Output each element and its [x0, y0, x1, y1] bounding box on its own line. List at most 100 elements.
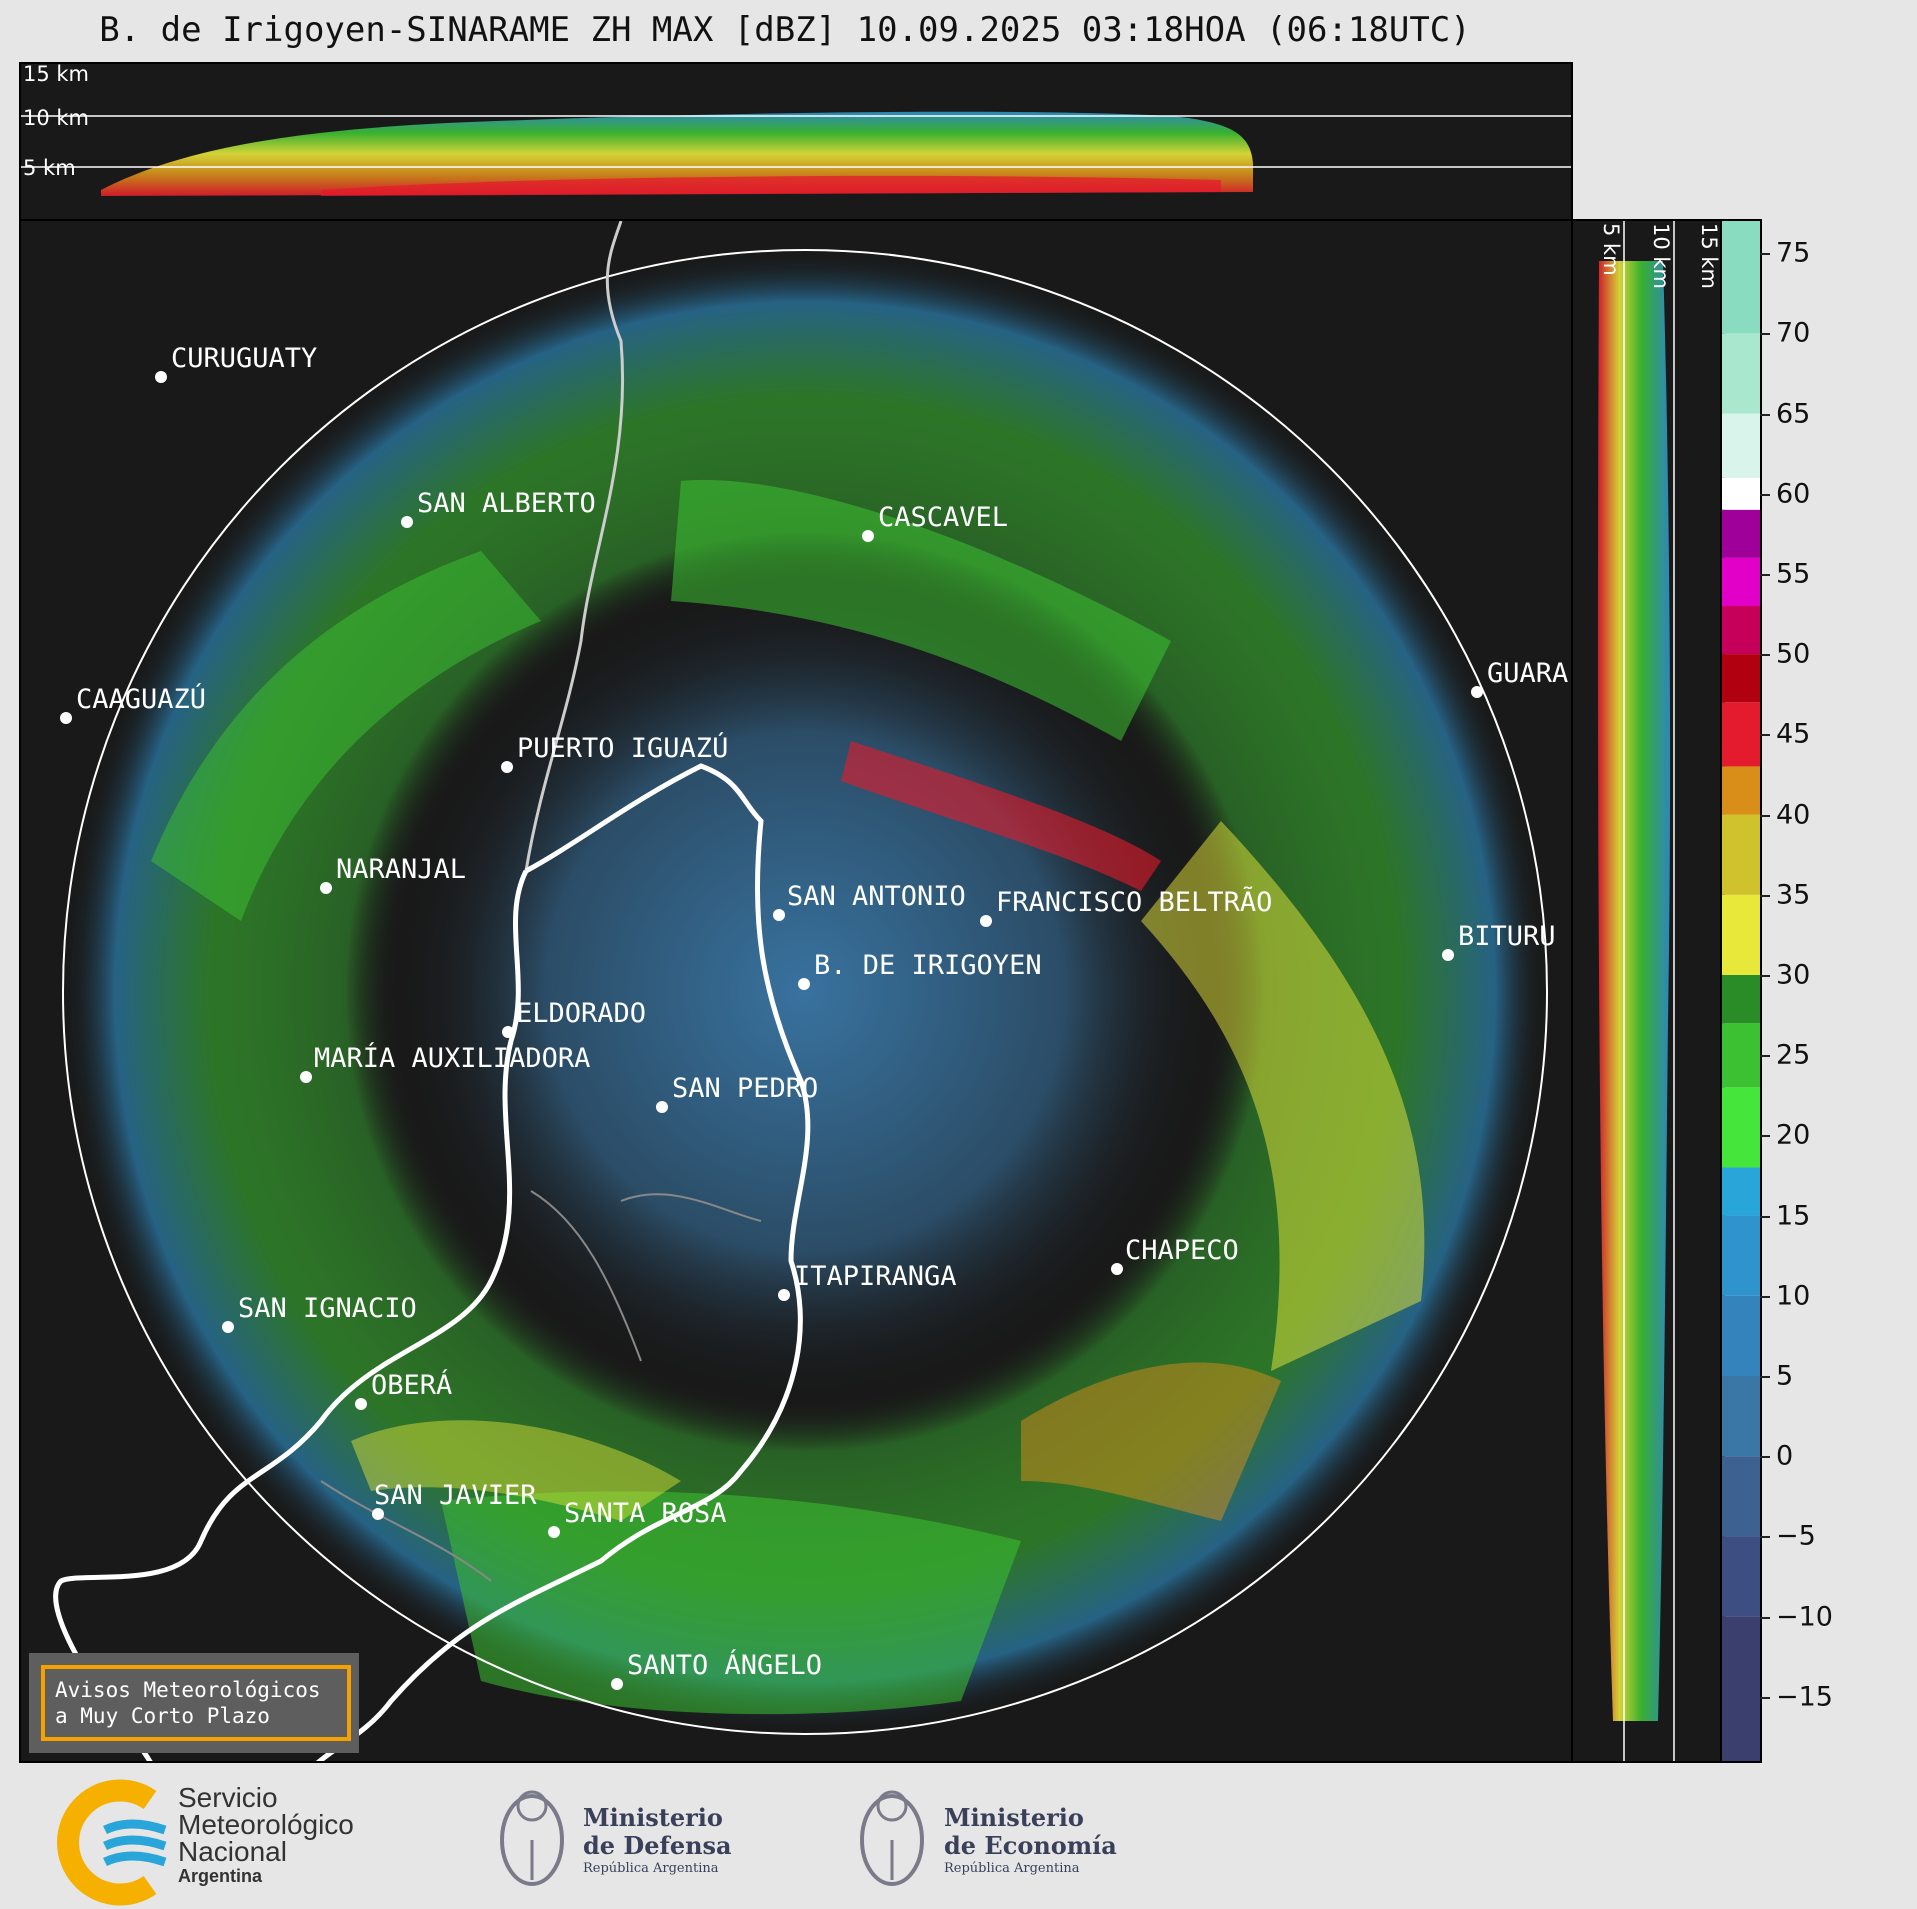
colorbar-tick — [1760, 1135, 1770, 1138]
city-marker-maria-auxiliadora — [300, 1071, 312, 1083]
colorbar-tick — [1760, 894, 1770, 897]
city-marker-obera — [355, 1398, 367, 1410]
colorbar-segment — [1722, 974, 1760, 1024]
side-profile-svg — [1597, 221, 1675, 1761]
defensa-logo-line1: Ministerio — [583, 1803, 723, 1832]
colorbar-segment — [1722, 1087, 1760, 1168]
economia-logo-line2: de Economía — [944, 1831, 1117, 1860]
city-marker-eldorado — [502, 1026, 514, 1038]
colorbar-segment — [1722, 1456, 1760, 1537]
smn-logo-icon — [57, 1779, 167, 1906]
colorbar-tick-label: 5 — [1776, 1360, 1794, 1392]
range-ring — [62, 249, 1548, 1735]
city-label-san-javier: SAN JAVIER — [374, 1480, 537, 1511]
colorbar-segment — [1722, 766, 1760, 815]
side-height-profile: 5 km 10 km 15 km — [1571, 219, 1725, 1763]
side-profile-echo — [1597, 261, 1671, 1721]
colorbar-tick-label: 25 — [1776, 1039, 1811, 1071]
city-label-chapeco: CHAPECO — [1125, 1235, 1239, 1266]
city-label-santa-rosa: SANTA ROSA — [564, 1498, 727, 1529]
colorbar-tick-label: 50 — [1776, 638, 1811, 670]
city-label-francisco-beltrao: FRANCISCO BELTRÃO — [996, 886, 1272, 918]
top-profile-core — [321, 175, 1221, 196]
echo-band-core-north — [841, 741, 1161, 891]
radar-map: CURUGUATY SAN ALBERTO CASCAVEL CAAGUAZÚ GUAR… — [19, 219, 1573, 1763]
colorbar-tick — [1760, 1376, 1770, 1378]
city-marker-cascavel — [862, 530, 874, 542]
top-profile-svg — [21, 111, 1571, 196]
city-marker-san-pedro — [656, 1101, 668, 1113]
economia-logo-line1: Ministerio — [944, 1803, 1084, 1832]
city-label-santo-angelo: SANTO ÁNGELO — [627, 1649, 822, 1681]
radar-map-svg: CURUGUATY SAN ALBERTO CASCAVEL CAAGUAZÚ GUAR… — [53, 221, 1568, 1761]
colorbar-tick-label: 65 — [1776, 398, 1811, 429]
colorbar-tick-label: 35 — [1776, 879, 1811, 911]
colorbar-tick — [1760, 493, 1770, 496]
colorbar-tick — [1760, 1055, 1770, 1058]
echo-band-east — [1141, 821, 1425, 1371]
echo-band-southwest — [351, 1420, 681, 1521]
colorbar-tick-label: 70 — [1776, 317, 1811, 349]
province-lines — [320, 1190, 762, 1582]
colorbar-segment — [1722, 1616, 1760, 1761]
colorbar-tick-label: 15 — [1776, 1200, 1811, 1232]
city-marker-santo-angelo — [611, 1678, 623, 1690]
colorbar-tick-label: 60 — [1776, 478, 1811, 510]
smn-logo-line3: Nacional — [178, 1836, 287, 1867]
colorbar-tick-label: 40 — [1776, 799, 1811, 831]
colorbar-tick-label: −5 — [1776, 1520, 1816, 1552]
city-label-san-alberto: SAN ALBERTO — [417, 488, 596, 519]
city-marker-puerto-iguazu — [501, 761, 513, 773]
colorbar-tick-label: 10 — [1776, 1280, 1811, 1312]
city-label-caaguazu: CAAGUAZÚ — [76, 683, 206, 715]
colorbar-segment — [1722, 509, 1760, 558]
colorbar-segment — [1722, 1167, 1760, 1216]
logos-footer: Servicio Meteorológico Nacional Argentin… — [0, 1760, 1917, 1909]
defensa-logo-line3: República Argentina — [583, 1861, 719, 1876]
colorbar-svg — [1722, 221, 1760, 1761]
city-label-b-de-irigoyen: B. DE IRIGOYEN — [814, 950, 1042, 981]
colorbar-tick-label: 20 — [1776, 1119, 1811, 1151]
colorbar-tick-label: 55 — [1776, 558, 1811, 590]
city-label-obera: OBERÁ — [371, 1369, 452, 1401]
city-marker-francisco-beltrao — [980, 915, 992, 927]
colorbar-tick-label: 75 — [1776, 237, 1811, 269]
colorbar-segment — [1722, 1536, 1760, 1617]
border-paraguay-brazil — [524, 221, 625, 872]
city-label-san-ignacio: SAN IGNACIO — [238, 1293, 417, 1324]
top-height-label-15km: 15 km — [23, 62, 90, 86]
colorbar-tick — [1760, 1536, 1770, 1539]
logos-graphics — [57, 1779, 924, 1906]
map-title: B. de Irigoyen-SINARAME ZH MAX [dBZ] 10.… — [99, 10, 1471, 50]
warning-notice-line1: Avisos Meteorológicos — [55, 1678, 321, 1702]
colorbar-segment — [1722, 1215, 1760, 1296]
city-label-san-pedro: SAN PEDRO — [672, 1073, 818, 1104]
colorbar-tick — [1760, 814, 1770, 817]
colorbar-segment — [1722, 654, 1760, 703]
echo-band-south — [441, 1491, 1021, 1715]
smn-logo-line2: Meteorológico — [178, 1809, 354, 1840]
colorbar-segment — [1722, 606, 1760, 655]
colorbar-tick — [1760, 734, 1770, 737]
top-profile-echo — [101, 111, 1253, 196]
colorbar-tick — [1760, 1616, 1770, 1619]
city-label-maria-auxiliadora: MARÍA AUXILIADORA — [314, 1042, 590, 1074]
colorbar-tick — [1760, 573, 1770, 576]
city-label-cascavel: CASCAVEL — [878, 502, 1008, 533]
city-marker-naranjal — [320, 882, 332, 894]
colorbar-tick-label: −15 — [1776, 1681, 1833, 1713]
top-height-label-10km: 10 km — [23, 106, 90, 130]
colorbar-segment — [1722, 1376, 1760, 1457]
city-label-san-antonio: SAN ANTONIO — [787, 881, 966, 912]
colorbar-segment — [1722, 1295, 1760, 1376]
city-label-bituru: BITURU — [1458, 921, 1556, 952]
colorbar-tick — [1760, 413, 1770, 416]
colorbar-segment — [1722, 814, 1760, 895]
colorbar-segment — [1722, 221, 1760, 334]
border-river-east — [316, 763, 811, 1761]
colorbar-ticks: 75 70 65 60 55 50 45 40 35 30 25 20 15 10 5 0 −5 −10 −15 — [1760, 219, 1910, 1763]
colorbar-segment — [1722, 477, 1760, 510]
colorbar-tick — [1760, 654, 1770, 657]
economia-logo-line3: República Argentina — [944, 1861, 1080, 1876]
warning-notice-line2: a Muy Corto Plazo — [55, 1704, 270, 1728]
